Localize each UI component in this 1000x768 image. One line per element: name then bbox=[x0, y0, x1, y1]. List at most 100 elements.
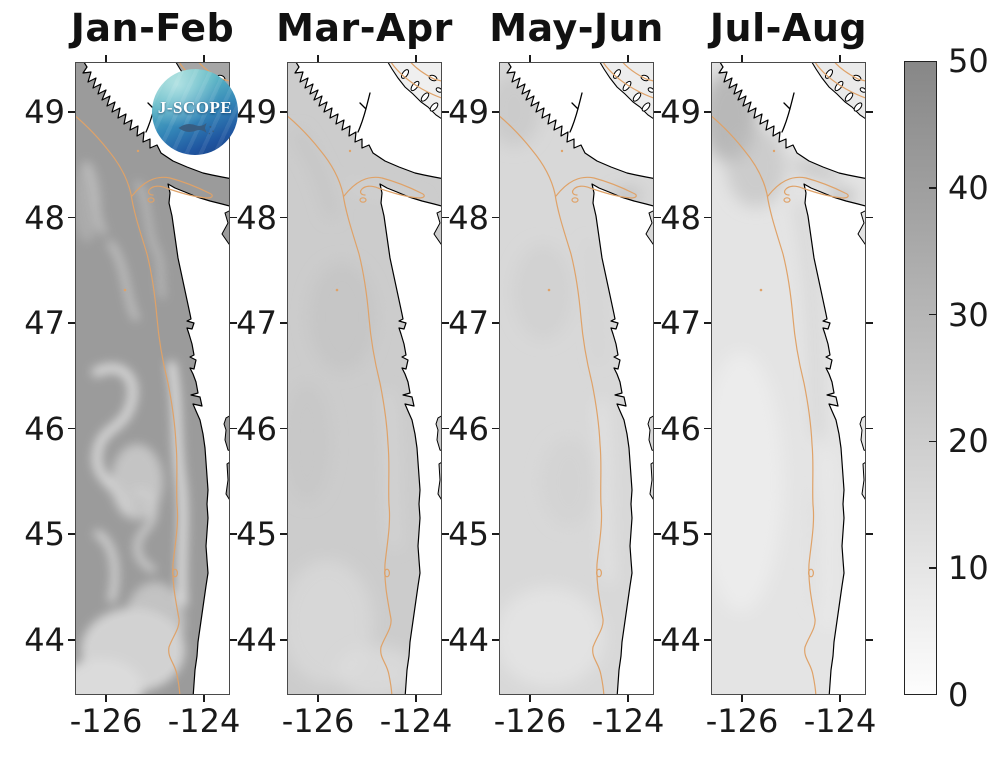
y-tick-left bbox=[280, 638, 287, 641]
panel-title-may-jun: May-Jun bbox=[489, 6, 664, 50]
x-tick-top bbox=[203, 55, 205, 62]
y-tick-left bbox=[704, 111, 711, 113]
x-tick-bottom bbox=[529, 695, 531, 702]
y-tick-label: 46 bbox=[24, 409, 65, 448]
colorbar-tick bbox=[929, 567, 936, 569]
x-tick-label: -124 bbox=[803, 702, 877, 740]
y-tick-label: 44 bbox=[660, 620, 701, 659]
y-tick-left bbox=[68, 638, 75, 641]
y-tick-right bbox=[866, 111, 873, 113]
y-tick-right bbox=[442, 638, 449, 641]
y-tick-right bbox=[230, 322, 237, 324]
colorbar-tick-label: 30 bbox=[948, 295, 989, 334]
colorbar bbox=[904, 61, 937, 695]
x-tick-top bbox=[415, 55, 417, 62]
y-tick-left bbox=[68, 533, 75, 535]
y-tick-right bbox=[230, 533, 237, 535]
panel-title-jul-aug: Jul-Aug bbox=[709, 6, 868, 50]
x-tick-bottom bbox=[627, 695, 629, 702]
y-tick-right bbox=[866, 638, 873, 641]
y-tick-right bbox=[442, 111, 449, 113]
y-tick-left bbox=[704, 216, 711, 219]
colorbar-tick-label: 50 bbox=[948, 42, 989, 80]
y-tick-label: 44 bbox=[448, 620, 489, 659]
y-tick-left bbox=[280, 111, 287, 113]
panel-title-jan-feb: Jan-Feb bbox=[70, 6, 235, 50]
y-tick-right bbox=[442, 216, 449, 219]
x-tick-bottom bbox=[741, 695, 743, 702]
y-tick-right bbox=[230, 427, 237, 430]
y-tick-label: 47 bbox=[448, 304, 489, 343]
x-tick-label: -126 bbox=[705, 702, 779, 740]
y-tick-label: 48 bbox=[236, 198, 277, 237]
y-tick-label: 47 bbox=[660, 304, 701, 343]
y-tick-right bbox=[866, 427, 873, 430]
y-tick-left bbox=[280, 322, 287, 324]
x-tick-top bbox=[839, 55, 841, 62]
colorbar-tick bbox=[929, 313, 936, 316]
y-tick-right bbox=[866, 216, 873, 219]
y-tick-label: 47 bbox=[236, 304, 277, 343]
y-tick-label: 46 bbox=[448, 409, 489, 448]
x-tick-bottom bbox=[839, 695, 841, 702]
y-tick-right bbox=[442, 533, 449, 535]
y-tick-label: 46 bbox=[236, 409, 277, 448]
y-tick-right bbox=[654, 427, 661, 430]
x-tick-label: -126 bbox=[493, 702, 567, 740]
y-tick-label: 45 bbox=[660, 515, 701, 554]
x-tick-top bbox=[741, 55, 743, 62]
colorbar-tick-label: 20 bbox=[948, 422, 989, 461]
map-panel-mar-apr bbox=[287, 62, 442, 695]
y-tick-label: 45 bbox=[236, 515, 277, 554]
y-tick-label: 44 bbox=[24, 620, 65, 659]
y-tick-label: 49 bbox=[24, 93, 65, 131]
x-tick-label: -126 bbox=[281, 702, 355, 740]
x-tick-bottom bbox=[105, 695, 107, 702]
x-tick-label: -126 bbox=[69, 702, 143, 740]
y-tick-right bbox=[654, 322, 661, 324]
y-tick-right bbox=[654, 111, 661, 113]
y-tick-left bbox=[704, 322, 711, 324]
x-tick-label: -124 bbox=[167, 702, 241, 740]
y-tick-label: 48 bbox=[24, 198, 65, 237]
y-tick-label: 48 bbox=[660, 198, 701, 237]
y-tick-left bbox=[68, 111, 75, 113]
y-tick-left bbox=[492, 322, 499, 324]
y-tick-right bbox=[230, 638, 237, 641]
x-tick-bottom bbox=[203, 695, 205, 702]
y-tick-right bbox=[654, 533, 661, 535]
y-tick-left bbox=[492, 638, 499, 641]
y-tick-left bbox=[68, 427, 75, 430]
y-tick-label: 49 bbox=[236, 93, 277, 131]
y-tick-left bbox=[704, 638, 711, 641]
y-tick-left bbox=[280, 216, 287, 219]
y-tick-label: 49 bbox=[660, 93, 701, 131]
x-tick-top bbox=[627, 55, 629, 62]
colorbar-tick-label: 0 bbox=[948, 676, 969, 714]
logo-text: J-SCOPE bbox=[157, 98, 233, 117]
y-tick-label: 44 bbox=[236, 620, 277, 659]
y-tick-label: 49 bbox=[448, 93, 489, 131]
x-tick-top bbox=[529, 55, 531, 62]
y-tick-right bbox=[442, 427, 449, 430]
y-tick-right bbox=[230, 216, 237, 219]
y-tick-label: 47 bbox=[24, 304, 65, 343]
y-tick-label: 45 bbox=[448, 515, 489, 554]
y-tick-left bbox=[492, 427, 499, 430]
y-tick-left bbox=[492, 111, 499, 113]
map-panel-jan-feb bbox=[75, 62, 230, 695]
y-tick-right bbox=[866, 322, 873, 324]
y-tick-label: 45 bbox=[24, 515, 65, 554]
y-tick-left bbox=[704, 427, 711, 430]
map-panel-may-jun bbox=[499, 62, 654, 695]
colorbar-tick bbox=[929, 440, 936, 443]
y-tick-left bbox=[68, 322, 75, 324]
y-tick-left bbox=[280, 533, 287, 535]
y-tick-left bbox=[68, 216, 75, 219]
y-tick-label: 48 bbox=[448, 198, 489, 237]
map-panel-jul-aug bbox=[711, 62, 866, 695]
x-tick-label: -124 bbox=[591, 702, 665, 740]
colorbar-tick bbox=[929, 187, 936, 189]
y-tick-left bbox=[280, 427, 287, 430]
